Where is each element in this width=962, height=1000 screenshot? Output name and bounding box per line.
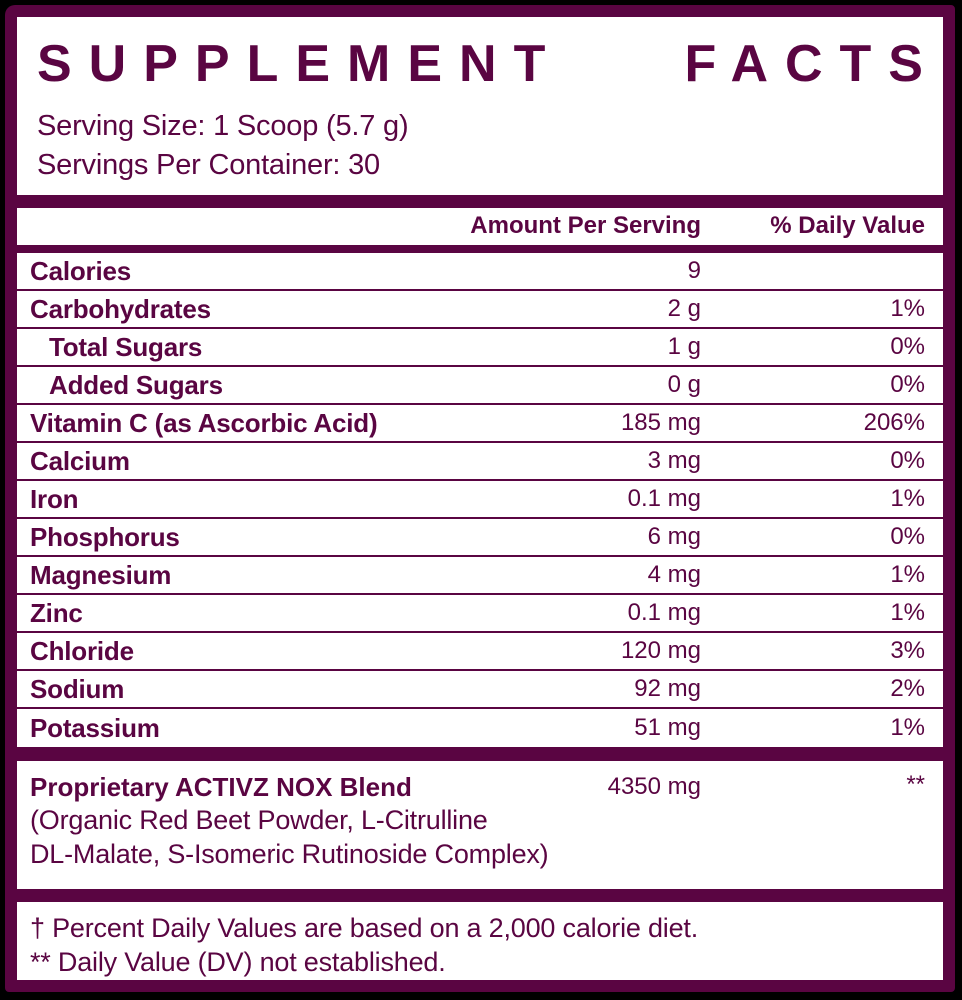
table-row: Calcium 3 mg 0% <box>17 443 943 481</box>
section-divider <box>17 195 943 208</box>
nutrient-amount: 0.1 mg <box>627 599 701 626</box>
serving-size: Serving Size: 1 Scoop (5.7 g) <box>37 110 409 142</box>
table-row: Potassium 51 mg 1% <box>17 709 943 747</box>
nutrient-name: Iron <box>30 483 79 514</box>
nutrient-name: Carbohydrates <box>30 293 211 324</box>
title-word-facts: FACTS <box>684 35 940 93</box>
servings-per-container: Servings Per Container: 30 <box>37 149 380 181</box>
nutrient-amount: 51 mg <box>634 714 701 741</box>
nutrient-name: Calcium <box>30 445 130 476</box>
nutrient-daily-value: 0% <box>890 523 925 550</box>
nutrient-amount: 9 <box>687 257 701 284</box>
footnote-dv-not-established: ** Daily Value (DV) not established. <box>30 947 446 977</box>
nutrient-amount: 2 g <box>667 295 701 322</box>
nutrient-daily-value: 1% <box>890 561 925 588</box>
section-divider <box>17 889 943 902</box>
nutrient-daily-value: 3% <box>890 637 925 664</box>
blend-amount: 4350 mg <box>607 773 701 800</box>
nutrient-daily-value: 1% <box>890 714 925 741</box>
nutrient-amount: 92 mg <box>634 675 701 702</box>
table-row: Zinc 0.1 mg 1% <box>17 595 943 633</box>
table-row: Magnesium 4 mg 1% <box>17 557 943 595</box>
column-amount-per-serving: Amount Per Serving <box>470 212 701 239</box>
nutrient-amount: 6 mg <box>647 523 701 550</box>
nutrient-amount: 1 g <box>667 333 701 360</box>
label-header: SUPPLEMENT FACTS Serving Size: 1 Scoop (… <box>17 17 943 195</box>
nutrient-daily-value: 206% <box>863 409 925 436</box>
nutrient-name: Zinc <box>30 597 83 628</box>
label-title: SUPPLEMENT FACTS <box>37 35 923 93</box>
header-row-divider <box>17 245 943 253</box>
nutrient-name: Calories <box>30 255 132 286</box>
nutrient-amount: 0.1 mg <box>627 485 701 512</box>
blend-ingredients-line2: DL-Malate, S-Isomeric Rutinoside Complex… <box>30 839 549 869</box>
table-rows: Calories 9 Carbohydrates 2 g 1% Total Su… <box>17 253 943 747</box>
table-row: Carbohydrates 2 g 1% <box>17 291 943 329</box>
blend-name: Proprietary ACTIVZ NOX Blend <box>30 772 412 802</box>
nutrient-amount: 4 mg <box>647 561 701 588</box>
nutrient-amount: 185 mg <box>620 409 701 436</box>
table-row: Chloride 120 mg 3% <box>17 633 943 671</box>
blend-ingredients-line1: (Organic Red Beet Powder, L-Citrulline <box>30 805 488 835</box>
nutrient-name: Chloride <box>30 635 134 666</box>
nutrient-daily-value: 1% <box>890 599 925 626</box>
column-daily-value: % Daily Value <box>770 212 925 239</box>
nutrient-amount: 3 mg <box>647 447 701 474</box>
table-row: Iron 0.1 mg 1% <box>17 481 943 519</box>
proprietary-blend-section: Proprietary ACTIVZ NOX Blend 4350 mg ** … <box>17 761 943 889</box>
nutrient-name: Magnesium <box>30 559 172 590</box>
nutrient-daily-value: 1% <box>890 485 925 512</box>
nutrient-name: Added Sugars <box>49 369 223 400</box>
footnote-daily-values: † Percent Daily Values are based on a 2,… <box>30 913 699 943</box>
table-row: Phosphorus 6 mg 0% <box>17 519 943 557</box>
table-row: Vitamin C (as Ascorbic Acid) 185 mg 206% <box>17 405 943 443</box>
nutrient-daily-value: 1% <box>890 295 925 322</box>
nutrient-name: Sodium <box>30 673 125 704</box>
nutrient-name: Vitamin C (as Ascorbic Acid) <box>30 407 378 438</box>
nutrient-daily-value: 2% <box>890 675 925 702</box>
blend-daily-value: ** <box>906 771 925 798</box>
blend-row: Proprietary ACTIVZ NOX Blend 4350 mg ** <box>30 771 925 803</box>
table-row: Sodium 92 mg 2% <box>17 671 943 709</box>
nutrient-amount: 0 g <box>667 371 701 398</box>
nutrient-daily-value: 0% <box>890 371 925 398</box>
section-divider <box>17 747 943 761</box>
table-column-header: Amount Per Serving % Daily Value <box>17 208 943 245</box>
table-row: Calories 9 <box>17 253 943 291</box>
nutrient-name: Potassium <box>30 712 160 743</box>
supplement-facts-label: SUPPLEMENT FACTS Serving Size: 1 Scoop (… <box>5 5 955 992</box>
table-row: Total Sugars 1 g 0% <box>17 329 943 367</box>
nutrient-name: Phosphorus <box>30 521 180 552</box>
nutrient-daily-value: 0% <box>890 447 925 474</box>
nutrient-amount: 120 mg <box>620 637 701 664</box>
nutrient-name: Total Sugars <box>49 331 203 362</box>
nutrient-daily-value: 0% <box>890 333 925 360</box>
footnotes-section: † Percent Daily Values are based on a 2,… <box>17 902 943 980</box>
table-row: Added Sugars 0 g 0% <box>17 367 943 405</box>
title-word-supplement: SUPPLEMENT <box>37 35 563 93</box>
